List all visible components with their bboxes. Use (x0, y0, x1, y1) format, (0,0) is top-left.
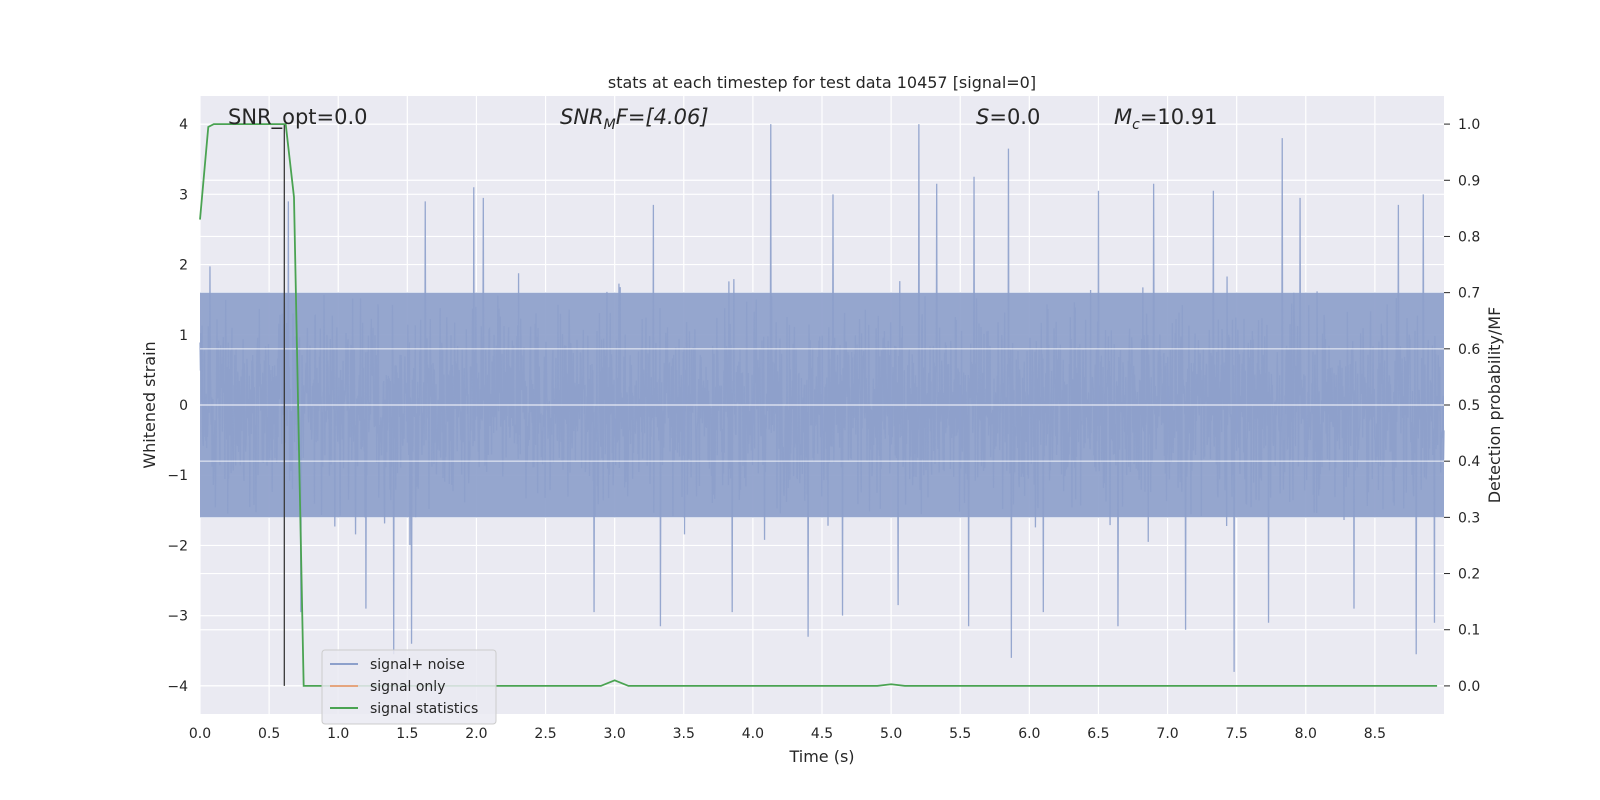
y2-tick-label: 0.7 (1458, 286, 1480, 302)
x-tick-label: 2.5 (534, 726, 556, 742)
y2-tick-label: 0.4 (1458, 454, 1480, 470)
y2-tick-label: 0.3 (1458, 510, 1480, 526)
annotation-mc: Mc=10.91 (1114, 105, 1218, 133)
x-tick-label: 1.5 (396, 726, 418, 742)
x-tick-label: 4.5 (811, 726, 833, 742)
annotation-snr-mf-symbol: SNR (560, 105, 604, 129)
x-tick-label: 0.0 (189, 726, 211, 742)
y-tick-label: 2 (179, 258, 188, 274)
x-axis-label: Time (s) (788, 747, 854, 766)
y2-tick-label: 0.5 (1458, 398, 1480, 414)
y-tick-label: −3 (167, 609, 188, 625)
y2-tick-label: 0.6 (1458, 342, 1480, 358)
ticks: 0.0 0.5 1.0 1.5 2.0 2.5 3.0 3.5 4.0 4.5 5.0 5.5 6.0 6… (167, 117, 1480, 742)
x-tick-label: 5.5 (949, 726, 971, 742)
y-tick-label: −4 (167, 679, 188, 695)
y2-tick-label: 1.0 (1458, 117, 1480, 133)
y2-tick-label: 0.0 (1458, 679, 1480, 695)
annotations: SNR_opt=0.0 SNRMF=[4.06] S=0.0 Mc=10.91 (228, 105, 1218, 133)
annotation-snr-mf-sub: M (604, 117, 616, 133)
x-tick-label: 6.5 (1087, 726, 1109, 742)
annotation-snr-mf-rest: F=[4.06] (616, 105, 709, 129)
legend-entry-label: signal+ noise (370, 657, 465, 673)
x-tick-label: 0.5 (258, 726, 280, 742)
x-tick-label: 6.0 (1018, 726, 1040, 742)
x-tick-label: 3.0 (604, 726, 626, 742)
x-tick-label: 2.0 (465, 726, 487, 742)
y2-tick-label: 0.8 (1458, 229, 1480, 245)
annotation-mc-rest: =10.91 (1140, 105, 1218, 129)
x-tick-label: 8.5 (1364, 726, 1386, 742)
chart-title: stats at each timestep for test data 104… (608, 73, 1036, 92)
annotation-mc-symbol: M (1114, 105, 1132, 129)
x-tick-label: 7.0 (1156, 726, 1178, 742)
y-tick-label: 3 (179, 187, 188, 203)
legend-entry-label: signal statistics (370, 701, 478, 717)
x-tick-label: 1.0 (327, 726, 349, 742)
annotation-s-symbol: S (976, 105, 989, 129)
y2-axis-label: Detection probability/MF (1485, 307, 1504, 504)
annotation-snr-opt: SNR_opt=0.0 (228, 105, 368, 130)
y2-tick-label: 0.9 (1458, 173, 1480, 189)
series-signal-plus-noise (199, 124, 1445, 672)
x-tick-label: 4.0 (742, 726, 764, 742)
annotation-snr-mf: SNRMF=[4.06] (560, 105, 709, 133)
legend-box (321, 649, 497, 725)
legend: signal+ noise signal only signal statistic… (321, 649, 497, 725)
x-tick-label: 5.0 (880, 726, 902, 742)
x-tick-label: 7.5 (1226, 726, 1248, 742)
x-tick-label: 8.0 (1295, 726, 1317, 742)
x-tick-label: 3.5 (673, 726, 695, 742)
y2-tick-label: 0.1 (1458, 623, 1480, 639)
annotation-mc-sub: c (1132, 117, 1140, 133)
y-tick-label: 0 (179, 398, 188, 414)
y-tick-label: 4 (179, 117, 188, 133)
y2-tick-label: 0.2 (1458, 567, 1480, 583)
y-tick-label: −2 (167, 538, 188, 554)
legend-entry-label: signal only (370, 679, 445, 695)
y-axis-label: Whitened strain (140, 341, 159, 468)
y-tick-label: −1 (167, 468, 188, 484)
y-tick-label: 1 (179, 328, 188, 344)
annotation-s: S=0.0 (976, 105, 1040, 129)
annotation-s-rest: =0.0 (989, 105, 1040, 129)
series-signal-plus-noise-line (199, 124, 1445, 672)
